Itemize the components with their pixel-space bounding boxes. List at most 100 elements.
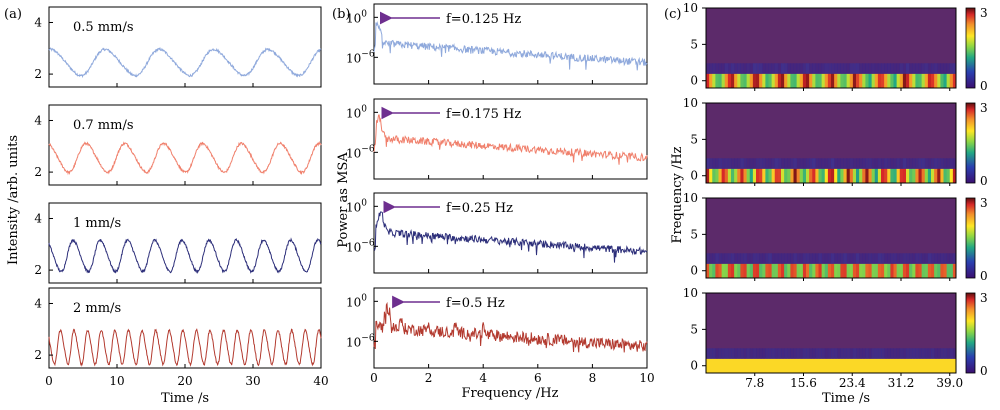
panel-c-glow-cell [946,158,951,169]
panel-a-xtick-label: 30 [245,374,260,388]
panel-c-ylabel: Frequency /Hz [670,146,685,243]
panel-c-glow-cell [927,253,932,264]
panel-c-band-cell [827,358,832,373]
panel-c-glow-cell [737,63,741,74]
panel-c-glow-cell [918,348,923,359]
panel-c-band-cell [952,263,957,278]
panel-c-band-cell [796,358,801,373]
panel-c-band-cell [837,358,841,373]
panel-c-glow-cell [934,63,938,74]
panel-c-glow-cell [865,158,869,169]
panel-c-glow-cell [706,348,710,359]
panel-c-glow-cell [856,158,860,169]
panel-c-band-cell [824,263,829,278]
panel-c-glow-cell [862,253,866,264]
panel-c-glow-cell [796,348,801,359]
panel-c-band-cell [746,358,751,373]
panel-c-band-cell [952,358,957,373]
panel-c-glow-cell [868,348,873,359]
panel-c-band-cell [759,358,763,373]
panel-c-band-cell [877,168,882,183]
panel-c-band-cell [852,358,857,373]
panel-c-band-cell [918,358,923,373]
panel-c-glow-cell [768,253,773,264]
panel-c-glow-cell [756,158,760,169]
panel-c-glow-cell [802,158,807,169]
panel-c-band-cell [915,73,919,88]
panel-c-band-cell [784,263,788,278]
panel-c-band-cell [843,168,848,183]
panel-c-glow-cell [709,253,713,264]
panel-c-band-cell [865,263,869,278]
panel-c-glow-cell [784,63,788,74]
panel-b-frame-2 [373,192,648,274]
panel-c-band-cell [712,263,716,278]
panel-c-glow-cell [749,158,754,169]
panel-c-glow-cell [712,348,716,359]
panel-c-band-cell [846,73,851,88]
panel-c-band-cell [718,263,723,278]
panel-c-glow-cell [937,63,941,74]
panel-c-band-cell [881,73,885,88]
panel-c-glow-cell [793,158,798,169]
panel-c-band-cell [843,358,848,373]
panel-c-band-cell [874,73,879,88]
panel-c-glow-cell [724,253,729,264]
panel-c-glow-cell [899,253,904,264]
panel-c-colorbar-2 [965,197,976,279]
panel-c-band-cell [834,358,838,373]
panel-c-glow-cell [840,348,844,359]
panel-c-glow-cell [759,158,763,169]
panel-c-glow-cell [815,253,819,264]
panel-c-colorbar-max-label: 3 [980,196,988,210]
panel-c-band-cell [840,168,844,183]
panel-c-glow-cell [890,253,894,264]
panel-c-band-cell [937,263,941,278]
panel-c-glow-cell [899,348,904,359]
panel-c-glow-cell [902,158,907,169]
panel-c-glow-cell [740,253,744,264]
panel-c-glow-cell [765,63,769,74]
panel-c-band-cell [877,263,882,278]
panel-c-glow-cell [849,158,854,169]
panel-c-band-cell [806,73,810,88]
panel-c-band-cell [762,73,766,88]
panel-c-glow-cell [924,158,929,169]
panel-c-band-cell [887,358,891,373]
panel-c-band-cell [724,168,729,183]
panel-c-band-cell [743,358,748,373]
panel-c-glow-cell [896,158,901,169]
panel-c-band-cell [918,168,923,183]
panel-c-glow-cell [743,63,748,74]
panel-c-glow-cell [887,253,891,264]
panel-c-band-cell [862,263,866,278]
panel-c-band-cell [918,73,923,88]
panel-b-peak-label-3: f=0.5 Hz [446,296,505,311]
panel-c-glow-cell [846,253,851,264]
panel-a-series-label-2: 1 mm/s [73,216,121,231]
panel-c-glow-cell [871,158,876,169]
panel-c-band-cell [902,358,907,373]
panel-c-band-cell [837,263,841,278]
panel-c-colorbar-1 [965,102,976,184]
panel-c-glow-cell [862,158,866,169]
panel-c-band-cell [793,358,798,373]
panel-a-frame-0 [48,6,322,88]
panel-c-band-cell [784,358,788,373]
panel-c-band-cell [909,73,913,88]
panel-c-band-cell [765,168,769,183]
panel-c-glow-cell [737,348,741,359]
panel-c-band-cell [934,358,938,373]
panel-c-band-cell [777,263,782,278]
panel-c-band-cell [884,73,888,88]
panel-c-band-cell [806,358,810,373]
panel-b-label: (b) [332,7,350,22]
panel-c-band-cell [927,358,932,373]
panel-c-glow-cell [712,253,716,264]
panel-c-glow-cell [837,158,841,169]
panel-c-band-cell [824,168,829,183]
panel-c-band-cell [802,168,807,183]
panel-c-band-cell [915,358,919,373]
panel-c-band-cell [921,73,926,88]
panel-c-glow-cell [837,348,841,359]
